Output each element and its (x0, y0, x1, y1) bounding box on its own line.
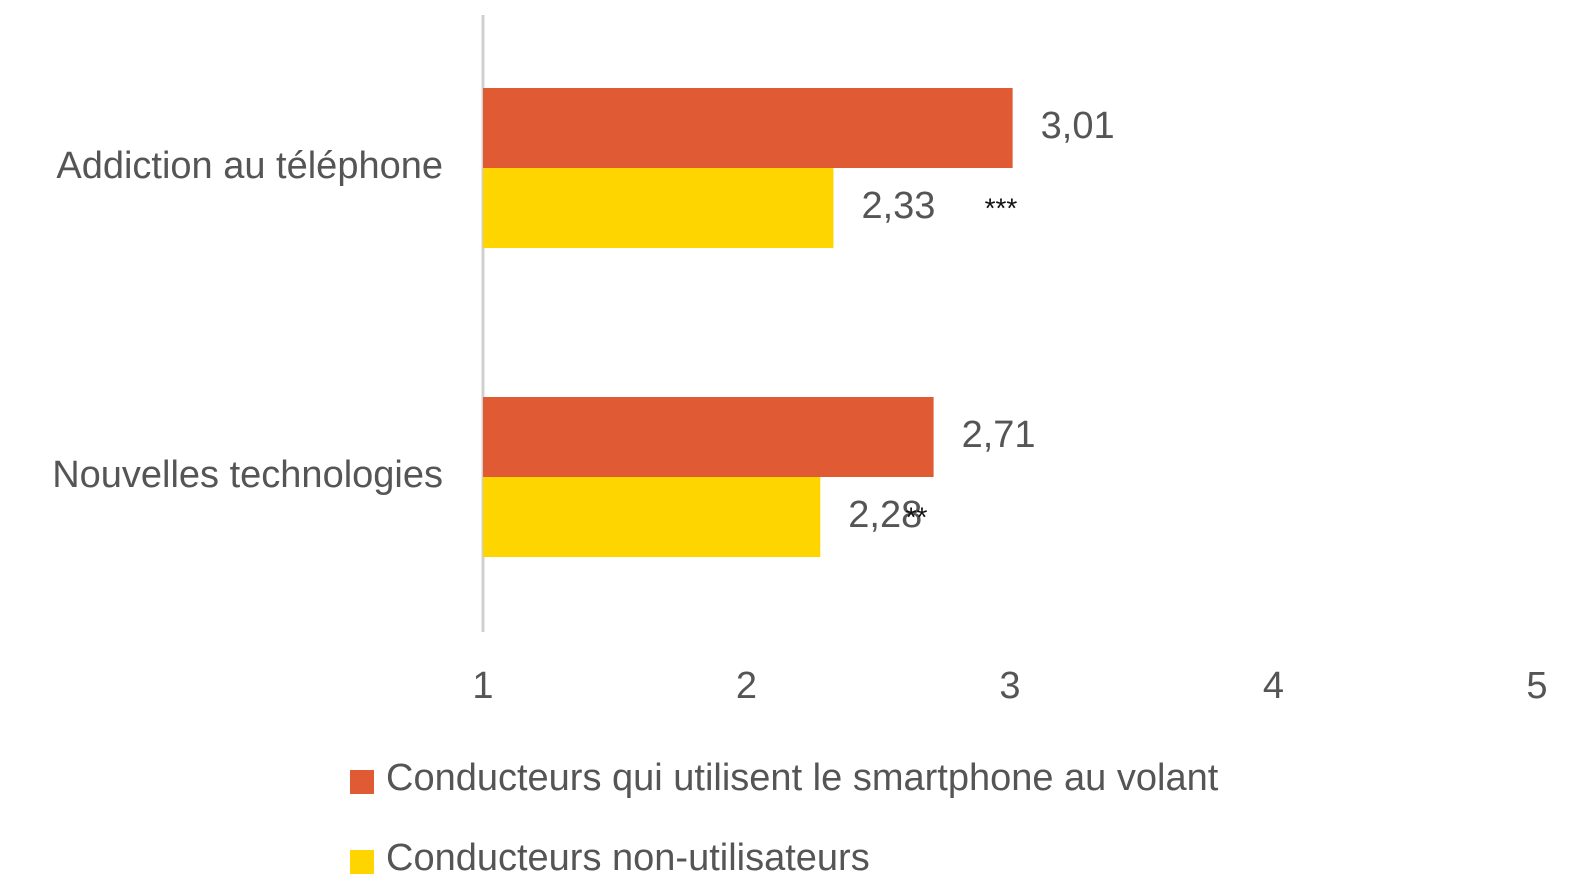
legend-swatch (350, 770, 374, 794)
data-label: 2,71 (962, 414, 1036, 456)
bar (483, 168, 834, 248)
legend-swatch (350, 850, 374, 874)
data-label: 2,28 (848, 494, 922, 536)
category-label: Addiction au téléphone (56, 145, 443, 187)
legend-label: Conducteurs qui utilisent le smartphone … (386, 757, 1219, 799)
data-label: 3,01 (1041, 105, 1115, 147)
x-tick-label: 2 (736, 665, 757, 707)
significance-annotation: ** (906, 501, 928, 532)
legend-label: Conducteurs non-utilisateurs (386, 837, 870, 879)
data-label: 2,33 (861, 185, 935, 227)
x-tick-label: 5 (1526, 665, 1547, 707)
bar (483, 477, 821, 557)
x-tick-label: 4 (1263, 665, 1284, 707)
bar (483, 397, 934, 477)
category-label: Nouvelles technologies (52, 454, 443, 496)
x-tick-label: 1 (472, 665, 493, 707)
bar (483, 88, 1013, 168)
significance-annotation: *** (985, 192, 1018, 223)
x-tick-label: 3 (999, 665, 1020, 707)
